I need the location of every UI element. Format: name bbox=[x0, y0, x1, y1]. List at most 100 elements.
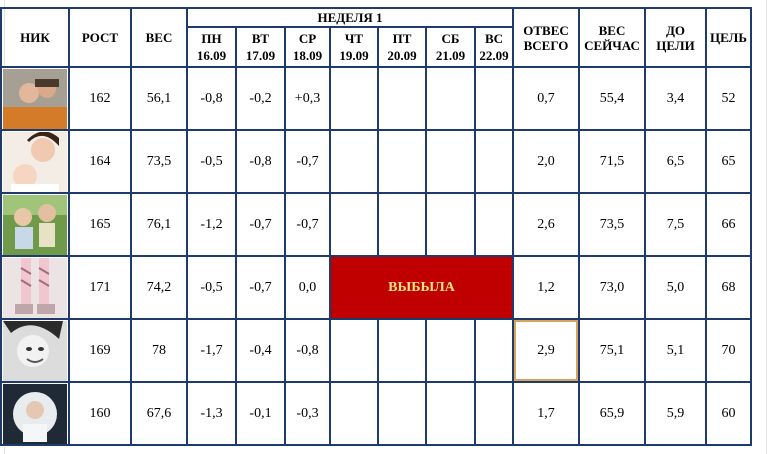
day-value-cell[interactable] bbox=[425, 66, 476, 131]
height-cell[interactable]: 169 bbox=[68, 318, 132, 383]
day-value-cell[interactable] bbox=[474, 192, 514, 257]
avatar-cell[interactable] bbox=[0, 381, 70, 446]
goal-cell[interactable]: 65 bbox=[705, 129, 752, 194]
day-value-cell[interactable]: +0,3 bbox=[284, 66, 331, 131]
day-value-cell[interactable] bbox=[377, 318, 427, 383]
header-to-goal[interactable]: ДО ЦЕЛИ bbox=[644, 7, 707, 68]
header-week[interactable]: НЕДЕЛЯ 1 bbox=[186, 7, 514, 28]
day-value-cell[interactable]: -0,7 bbox=[235, 192, 286, 257]
avatar-cell[interactable] bbox=[0, 66, 70, 131]
weight-cell[interactable]: 67,6 bbox=[130, 381, 188, 446]
weight-now-cell[interactable]: 65,9 bbox=[578, 381, 646, 446]
lost-total-cell[interactable]: 2,9 bbox=[512, 318, 580, 383]
day-value-cell[interactable] bbox=[329, 318, 379, 383]
day-value-cell[interactable]: -0,8 bbox=[235, 129, 286, 194]
day-value-cell[interactable]: -0,7 bbox=[235, 255, 286, 320]
day-value-cell[interactable] bbox=[474, 318, 514, 383]
day-value-cell[interactable] bbox=[377, 381, 427, 446]
to-goal-cell[interactable]: 5,0 bbox=[644, 255, 707, 320]
dropped-out-banner[interactable]: ВЫБЫЛА bbox=[329, 255, 514, 320]
day-value-cell[interactable] bbox=[329, 192, 379, 257]
day-value-cell[interactable] bbox=[474, 66, 514, 131]
day-value-cell[interactable] bbox=[474, 381, 514, 446]
header-day[interactable]: ВС 22.09 bbox=[474, 26, 514, 68]
day-value-cell[interactable]: 0,0 bbox=[284, 255, 331, 320]
header-weight-now[interactable]: ВЕС СЕЙЧАС bbox=[578, 7, 646, 68]
avatar-cell[interactable] bbox=[0, 255, 70, 320]
avatar-cell[interactable] bbox=[0, 318, 70, 383]
weight-now-cell[interactable]: 75,1 bbox=[578, 318, 646, 383]
height-cell[interactable]: 165 bbox=[68, 192, 132, 257]
day-value-cell[interactable]: -0,3 bbox=[284, 381, 331, 446]
weight-now-cell[interactable]: 71,5 bbox=[578, 129, 646, 194]
day-value-cell[interactable]: -0,1 bbox=[235, 381, 286, 446]
day-value-cell[interactable]: -0,4 bbox=[235, 318, 286, 383]
to-goal-cell[interactable]: 5,1 bbox=[644, 318, 707, 383]
day-value-cell[interactable] bbox=[425, 192, 476, 257]
weight-cell[interactable]: 76,1 bbox=[130, 192, 188, 257]
lost-total-cell[interactable]: 1,2 bbox=[512, 255, 580, 320]
day-value-cell[interactable]: -1,2 bbox=[186, 192, 237, 257]
header-lost-total[interactable]: ОТВЕС ВСЕГО bbox=[512, 7, 580, 68]
header-goal[interactable]: ЦЕЛЬ bbox=[705, 7, 752, 68]
day-value-cell[interactable] bbox=[377, 66, 427, 131]
day-value-cell[interactable]: -1,7 bbox=[186, 318, 237, 383]
day-value-cell[interactable]: -0,8 bbox=[284, 318, 331, 383]
table-row: 169 78 -1,7 -0,4 -0,8 2,9 75,1 5,1 70 bbox=[0, 318, 752, 383]
day-value-cell[interactable] bbox=[329, 66, 379, 131]
day-value-cell[interactable]: -0,5 bbox=[186, 255, 237, 320]
weight-now-cell[interactable]: 73,5 bbox=[578, 192, 646, 257]
header-nick[interactable]: НИК bbox=[0, 7, 70, 68]
goal-cell[interactable]: 66 bbox=[705, 192, 752, 257]
goal-cell[interactable]: 52 bbox=[705, 66, 752, 131]
to-goal-cell[interactable]: 3,4 bbox=[644, 66, 707, 131]
header-day[interactable]: СБ 21.09 bbox=[425, 26, 476, 68]
day-value-cell[interactable]: -0,8 bbox=[186, 66, 237, 131]
header-weight[interactable]: ВЕС bbox=[130, 7, 188, 68]
day-value-cell[interactable]: -0,7 bbox=[284, 192, 331, 257]
weight-cell[interactable]: 73,5 bbox=[130, 129, 188, 194]
height-cell[interactable]: 162 bbox=[68, 66, 132, 131]
goal-cell[interactable]: 60 bbox=[705, 381, 752, 446]
header-day[interactable]: ЧТ 19.09 bbox=[329, 26, 379, 68]
day-value-cell[interactable] bbox=[474, 129, 514, 194]
day-value-cell[interactable]: -0,2 bbox=[235, 66, 286, 131]
header-day[interactable]: СР 18.09 bbox=[284, 26, 331, 68]
lost-total-cell[interactable]: 2,6 bbox=[512, 192, 580, 257]
day-value-cell[interactable] bbox=[377, 192, 427, 257]
lost-total-cell[interactable]: 1,7 bbox=[512, 381, 580, 446]
to-goal-cell[interactable]: 7,5 bbox=[644, 192, 707, 257]
day-value-cell[interactable] bbox=[425, 129, 476, 194]
to-goal-cell[interactable]: 6,5 bbox=[644, 129, 707, 194]
height-cell[interactable]: 164 bbox=[68, 129, 132, 194]
weight-now-cell[interactable]: 73,0 bbox=[578, 255, 646, 320]
day-value-cell[interactable] bbox=[425, 318, 476, 383]
height-cell[interactable]: 171 bbox=[68, 255, 132, 320]
avatar-cell[interactable] bbox=[0, 192, 70, 257]
weight-now-cell[interactable]: 55,4 bbox=[578, 66, 646, 131]
avatar-cell[interactable] bbox=[0, 129, 70, 194]
day-value-cell[interactable] bbox=[425, 381, 476, 446]
header-day[interactable]: ПТ 20.09 bbox=[377, 26, 427, 68]
goal-cell[interactable]: 68 bbox=[705, 255, 752, 320]
to-goal-cell[interactable]: 5,9 bbox=[644, 381, 707, 446]
goal-cell[interactable]: 70 bbox=[705, 318, 752, 383]
header-height[interactable]: РОСТ bbox=[68, 7, 132, 68]
day-value-cell[interactable]: -1,3 bbox=[186, 381, 237, 446]
day-value-cell[interactable] bbox=[329, 129, 379, 194]
day-value-cell[interactable]: -0,7 bbox=[284, 129, 331, 194]
legs-socks-photo bbox=[3, 258, 67, 317]
weight-cell[interactable]: 78 bbox=[130, 318, 188, 383]
day-value-cell[interactable] bbox=[377, 129, 427, 194]
header-day[interactable]: ПН 16.09 bbox=[186, 26, 237, 68]
lost-total-cell[interactable]: 0,7 bbox=[512, 66, 580, 131]
weight-cell[interactable]: 56,1 bbox=[130, 66, 188, 131]
lost-total-cell[interactable]: 2,0 bbox=[512, 129, 580, 194]
day-value-cell[interactable] bbox=[329, 381, 379, 446]
day-value-cell[interactable]: -0,5 bbox=[186, 129, 237, 194]
weight-cell[interactable]: 74,2 bbox=[130, 255, 188, 320]
header-day[interactable]: ВТ 17.09 bbox=[235, 26, 286, 68]
height-cell[interactable]: 160 bbox=[68, 381, 132, 446]
day-name: ВС bbox=[484, 31, 504, 46]
